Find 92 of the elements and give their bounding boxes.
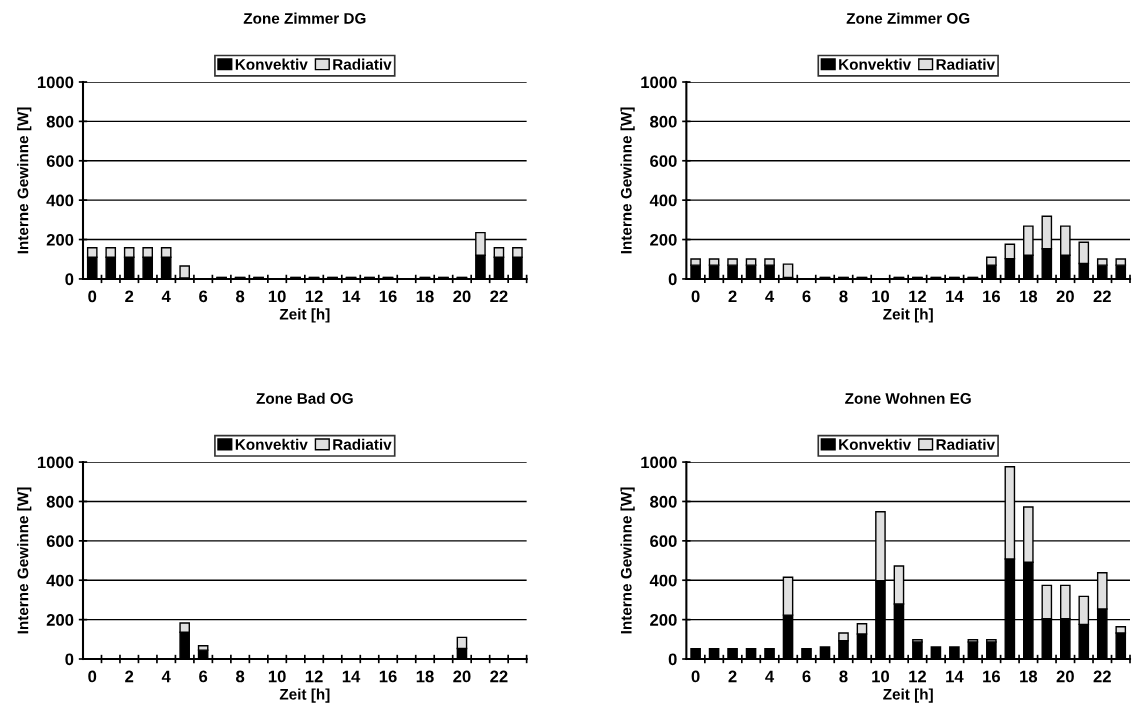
x-axis-title: Zeit [h]: [279, 688, 330, 703]
y-tick-label: 400: [46, 574, 74, 587]
x-tick-label: 4: [765, 670, 775, 683]
x-tick-label: 14: [342, 290, 361, 303]
legend-label: Radiativ: [936, 58, 995, 70]
x-tick-label: 22: [490, 670, 508, 683]
legend-label: Konvektiv: [235, 438, 308, 450]
y-tick-label: 800: [650, 495, 677, 508]
x-tick-label: 16: [379, 670, 397, 683]
x-tick-label: 6: [802, 290, 811, 303]
x-tick-label: 4: [161, 670, 171, 683]
y-tick-label: 600: [650, 535, 677, 548]
y-tick-label: 600: [650, 155, 677, 167]
y-axis-title: Interne Gewinne [W]: [620, 487, 635, 634]
x-tick-label: 22: [1093, 670, 1111, 683]
y-tick-label: 200: [46, 614, 74, 626]
chart-title: Zone Wohnen EG: [845, 392, 971, 404]
x-tick-label: 10: [872, 670, 890, 683]
x-tick-label: 2: [125, 290, 134, 303]
y-axis-title: Interne Gewinne [W]: [17, 107, 32, 254]
x-tick-label: 2: [728, 290, 737, 303]
y-tick-label: 800: [46, 495, 74, 508]
x-tick-label: 10: [872, 290, 890, 303]
x-tick-label: 8: [236, 290, 245, 303]
x-tick-label: 18: [1020, 290, 1038, 303]
x-tick-label: 16: [379, 290, 397, 303]
x-tick-label: 20: [1056, 670, 1074, 683]
y-tick-label: 600: [46, 535, 74, 548]
y-tick-label: 800: [650, 115, 677, 128]
y-tick-label: 1000: [641, 456, 677, 469]
x-tick-label: 8: [839, 670, 848, 683]
x-tick-label: 10: [268, 290, 286, 303]
y-axis-title: Interne Gewinne [W]: [620, 107, 635, 254]
x-tick-label: 0: [691, 670, 700, 683]
x-tick-label: 0: [88, 290, 97, 303]
x-tick-label: 16: [983, 670, 1001, 683]
x-axis-title: Zeit [h]: [279, 308, 330, 323]
x-tick-label: 20: [453, 290, 471, 303]
y-tick-label: 1000: [37, 76, 74, 89]
x-tick-label: 6: [199, 670, 208, 683]
y-tick-label: 1000: [37, 456, 74, 469]
y-tick-label: 400: [649, 194, 677, 207]
x-tick-label: 16: [983, 290, 1001, 303]
x-tick-label: 12: [305, 670, 323, 683]
x-tick-label: 4: [161, 290, 171, 303]
x-tick-label: 14: [342, 670, 361, 683]
legend-label: Radiativ: [936, 438, 995, 450]
x-tick-label: 14: [946, 290, 964, 303]
x-axis-title: Zeit [h]: [883, 688, 933, 703]
x-tick-label: 4: [765, 290, 775, 303]
x-tick-label: 12: [305, 290, 323, 303]
chart-title: Zone Zimmer DG: [243, 12, 366, 24]
y-tick-label: 0: [668, 653, 677, 666]
y-tick-label: 1000: [641, 76, 677, 89]
y-tick-label: 800: [46, 115, 74, 128]
y-tick-label: 0: [668, 273, 677, 286]
x-tick-label: 18: [1020, 670, 1038, 683]
x-tick-label: 10: [268, 670, 286, 683]
x-tick-label: 2: [125, 670, 134, 683]
x-tick-label: 6: [199, 290, 208, 303]
x-axis-title: Zeit [h]: [883, 308, 933, 323]
x-tick-label: 18: [416, 670, 434, 683]
x-tick-label: 12: [909, 290, 927, 303]
y-tick-label: 400: [46, 194, 74, 207]
x-tick-label: 6: [802, 670, 811, 683]
x-tick-label: 20: [453, 670, 471, 683]
x-tick-label: 0: [88, 670, 97, 683]
y-tick-label: 200: [46, 233, 74, 246]
legend-label: Radiativ: [333, 58, 392, 70]
x-tick-label: 14: [946, 670, 964, 683]
x-tick-label: 18: [416, 290, 434, 303]
y-tick-label: 200: [650, 614, 677, 626]
y-tick-label: 200: [650, 233, 677, 246]
legend-label: Konvektiv: [839, 58, 912, 70]
y-tick-label: 400: [649, 574, 677, 587]
x-tick-label: 8: [839, 290, 848, 303]
x-tick-label: 12: [909, 670, 927, 683]
x-tick-label: 8: [236, 670, 245, 683]
x-tick-label: 20: [1056, 290, 1074, 303]
x-tick-label: 22: [1093, 290, 1111, 303]
y-tick-label: 0: [65, 653, 74, 666]
legend-label: Radiativ: [333, 438, 392, 450]
y-axis-title: Interne Gewinne [W]: [17, 487, 32, 634]
chart-title: Zone Bad OG: [256, 392, 353, 404]
y-tick-label: 0: [65, 273, 74, 286]
chart-title: Zone Zimmer OG: [846, 12, 970, 24]
legend-label: Konvektiv: [839, 438, 912, 450]
legend-label: Konvektiv: [235, 58, 308, 70]
x-tick-label: 0: [691, 290, 700, 303]
x-tick-label: 2: [728, 670, 737, 683]
y-tick-label: 600: [46, 155, 74, 167]
x-tick-label: 22: [490, 290, 508, 303]
